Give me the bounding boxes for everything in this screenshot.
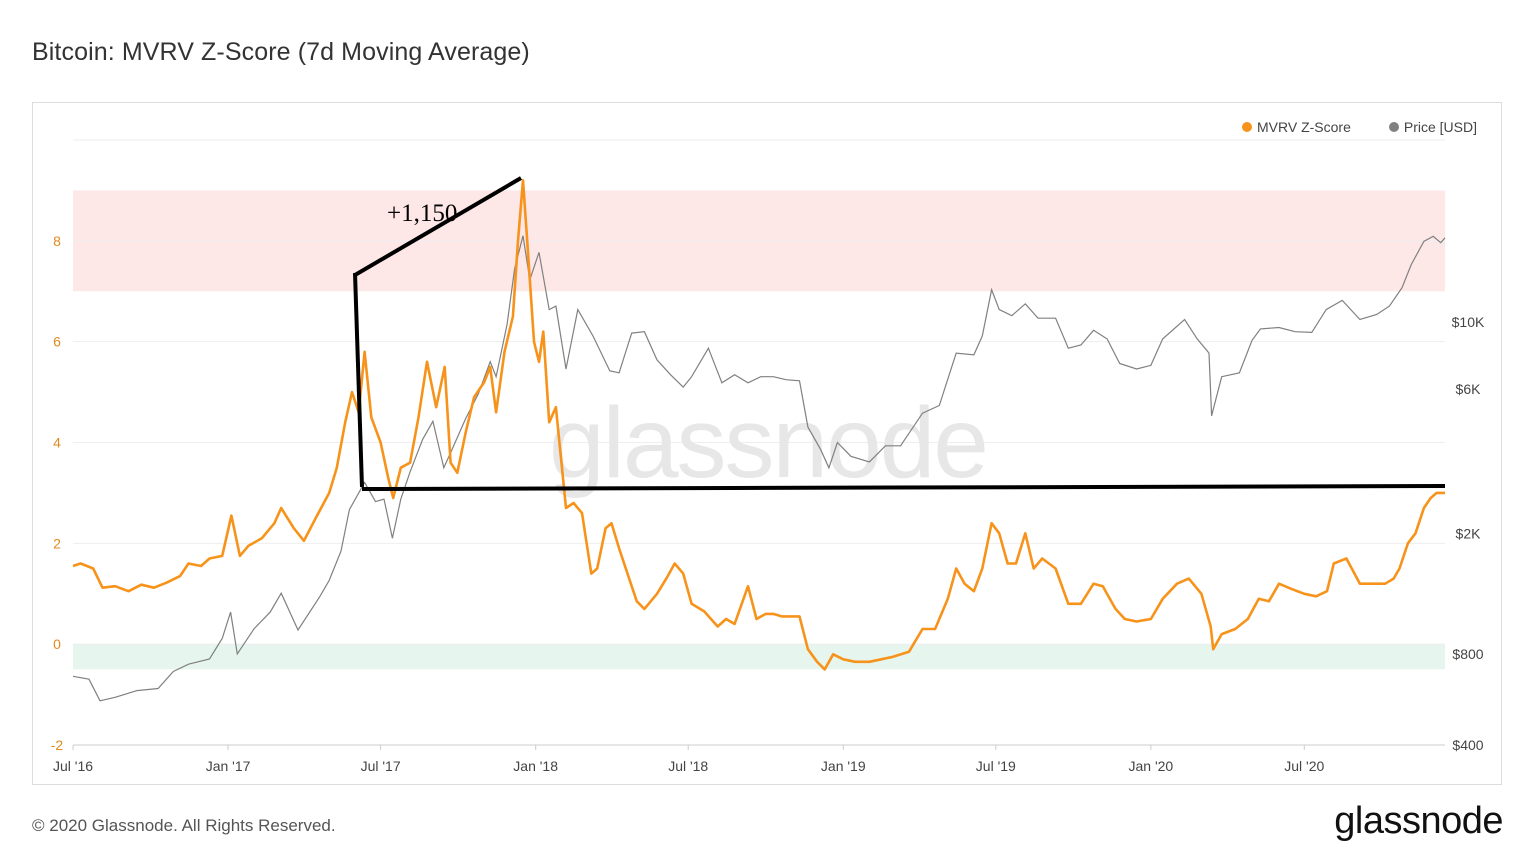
left-tick-label: 8: [53, 233, 61, 249]
right-tick-label: $2K: [1456, 526, 1482, 542]
annotation-horizontal-stroke: [361, 484, 1446, 491]
chart-svg: glassnode +1,150 Jul '16 Jan '17 Jul '17 Ja…: [51, 139, 1485, 774]
legend-item-mvrv[interactable]: MVRV Z-Score: [1242, 119, 1351, 135]
x-tick-label: Jan '18: [513, 758, 558, 774]
right-tick-label: $400: [1452, 737, 1483, 753]
legend: MVRV Z-Score Price [USD]: [1242, 119, 1477, 135]
price-dot-icon: [1388, 122, 1399, 132]
left-y-axis: -2 0 2 4 6 8: [51, 233, 64, 753]
x-tick-label: Jul '18: [668, 758, 708, 774]
legend-mvrv-label: MVRV Z-Score: [1257, 119, 1351, 135]
left-tick-label: 6: [53, 334, 61, 350]
legend-price-label: Price [USD]: [1403, 119, 1477, 135]
x-tick-label: Jul '17: [361, 758, 401, 774]
watermark: glassnode: [549, 387, 987, 499]
x-tick-label: Jan '20: [1129, 758, 1174, 774]
left-tick-label: 0: [53, 636, 61, 652]
right-tick-label: $6K: [1456, 381, 1482, 397]
right-tick-label: $10K: [1452, 314, 1485, 330]
left-tick-label: 2: [53, 535, 61, 551]
price-series-line: [72, 235, 1446, 702]
right-tick-label: $800: [1452, 646, 1483, 662]
mvrv-dot-icon: [1242, 122, 1252, 132]
x-tick-label: Jul '20: [1284, 758, 1324, 774]
x-axis: Jul '16 Jan '17 Jul '17 Jan '18 Jul '18 Jan '…: [53, 744, 1445, 774]
annotation-label: +1,150: [387, 200, 457, 227]
chart-title: Bitcoin: MVRV Z-Score (7d Moving Average…: [32, 38, 530, 66]
legend-item-price[interactable]: Price [USD]: [1388, 119, 1477, 135]
mvrv-series-line: [72, 179, 1445, 671]
left-tick-label: -2: [51, 737, 64, 753]
chart-panel: glassnode +1,150 Jul '16 Jan '17 Jul '17 Ja…: [32, 102, 1502, 785]
x-tick-label: Jan '17: [206, 758, 251, 774]
left-tick-label: 4: [53, 435, 61, 451]
annotation-vertical-stroke: [353, 272, 364, 488]
drawn-annotation: +1,150: [353, 176, 1446, 491]
x-tick-label: Jul '19: [976, 758, 1016, 774]
annotation-diagonal-stroke: [353, 176, 523, 277]
x-tick-label: Jan '19: [821, 758, 866, 774]
band-undervalued: [73, 644, 1445, 670]
x-tick-label: Jul '16: [53, 758, 93, 774]
copyright-footer: © 2020 Glassnode. All Rights Reserved.: [32, 816, 336, 835]
glassnode-logo[interactable]: glassnode: [1334, 800, 1503, 842]
right-y-axis: $400 $800 $2K $6K $10K: [1452, 314, 1485, 753]
